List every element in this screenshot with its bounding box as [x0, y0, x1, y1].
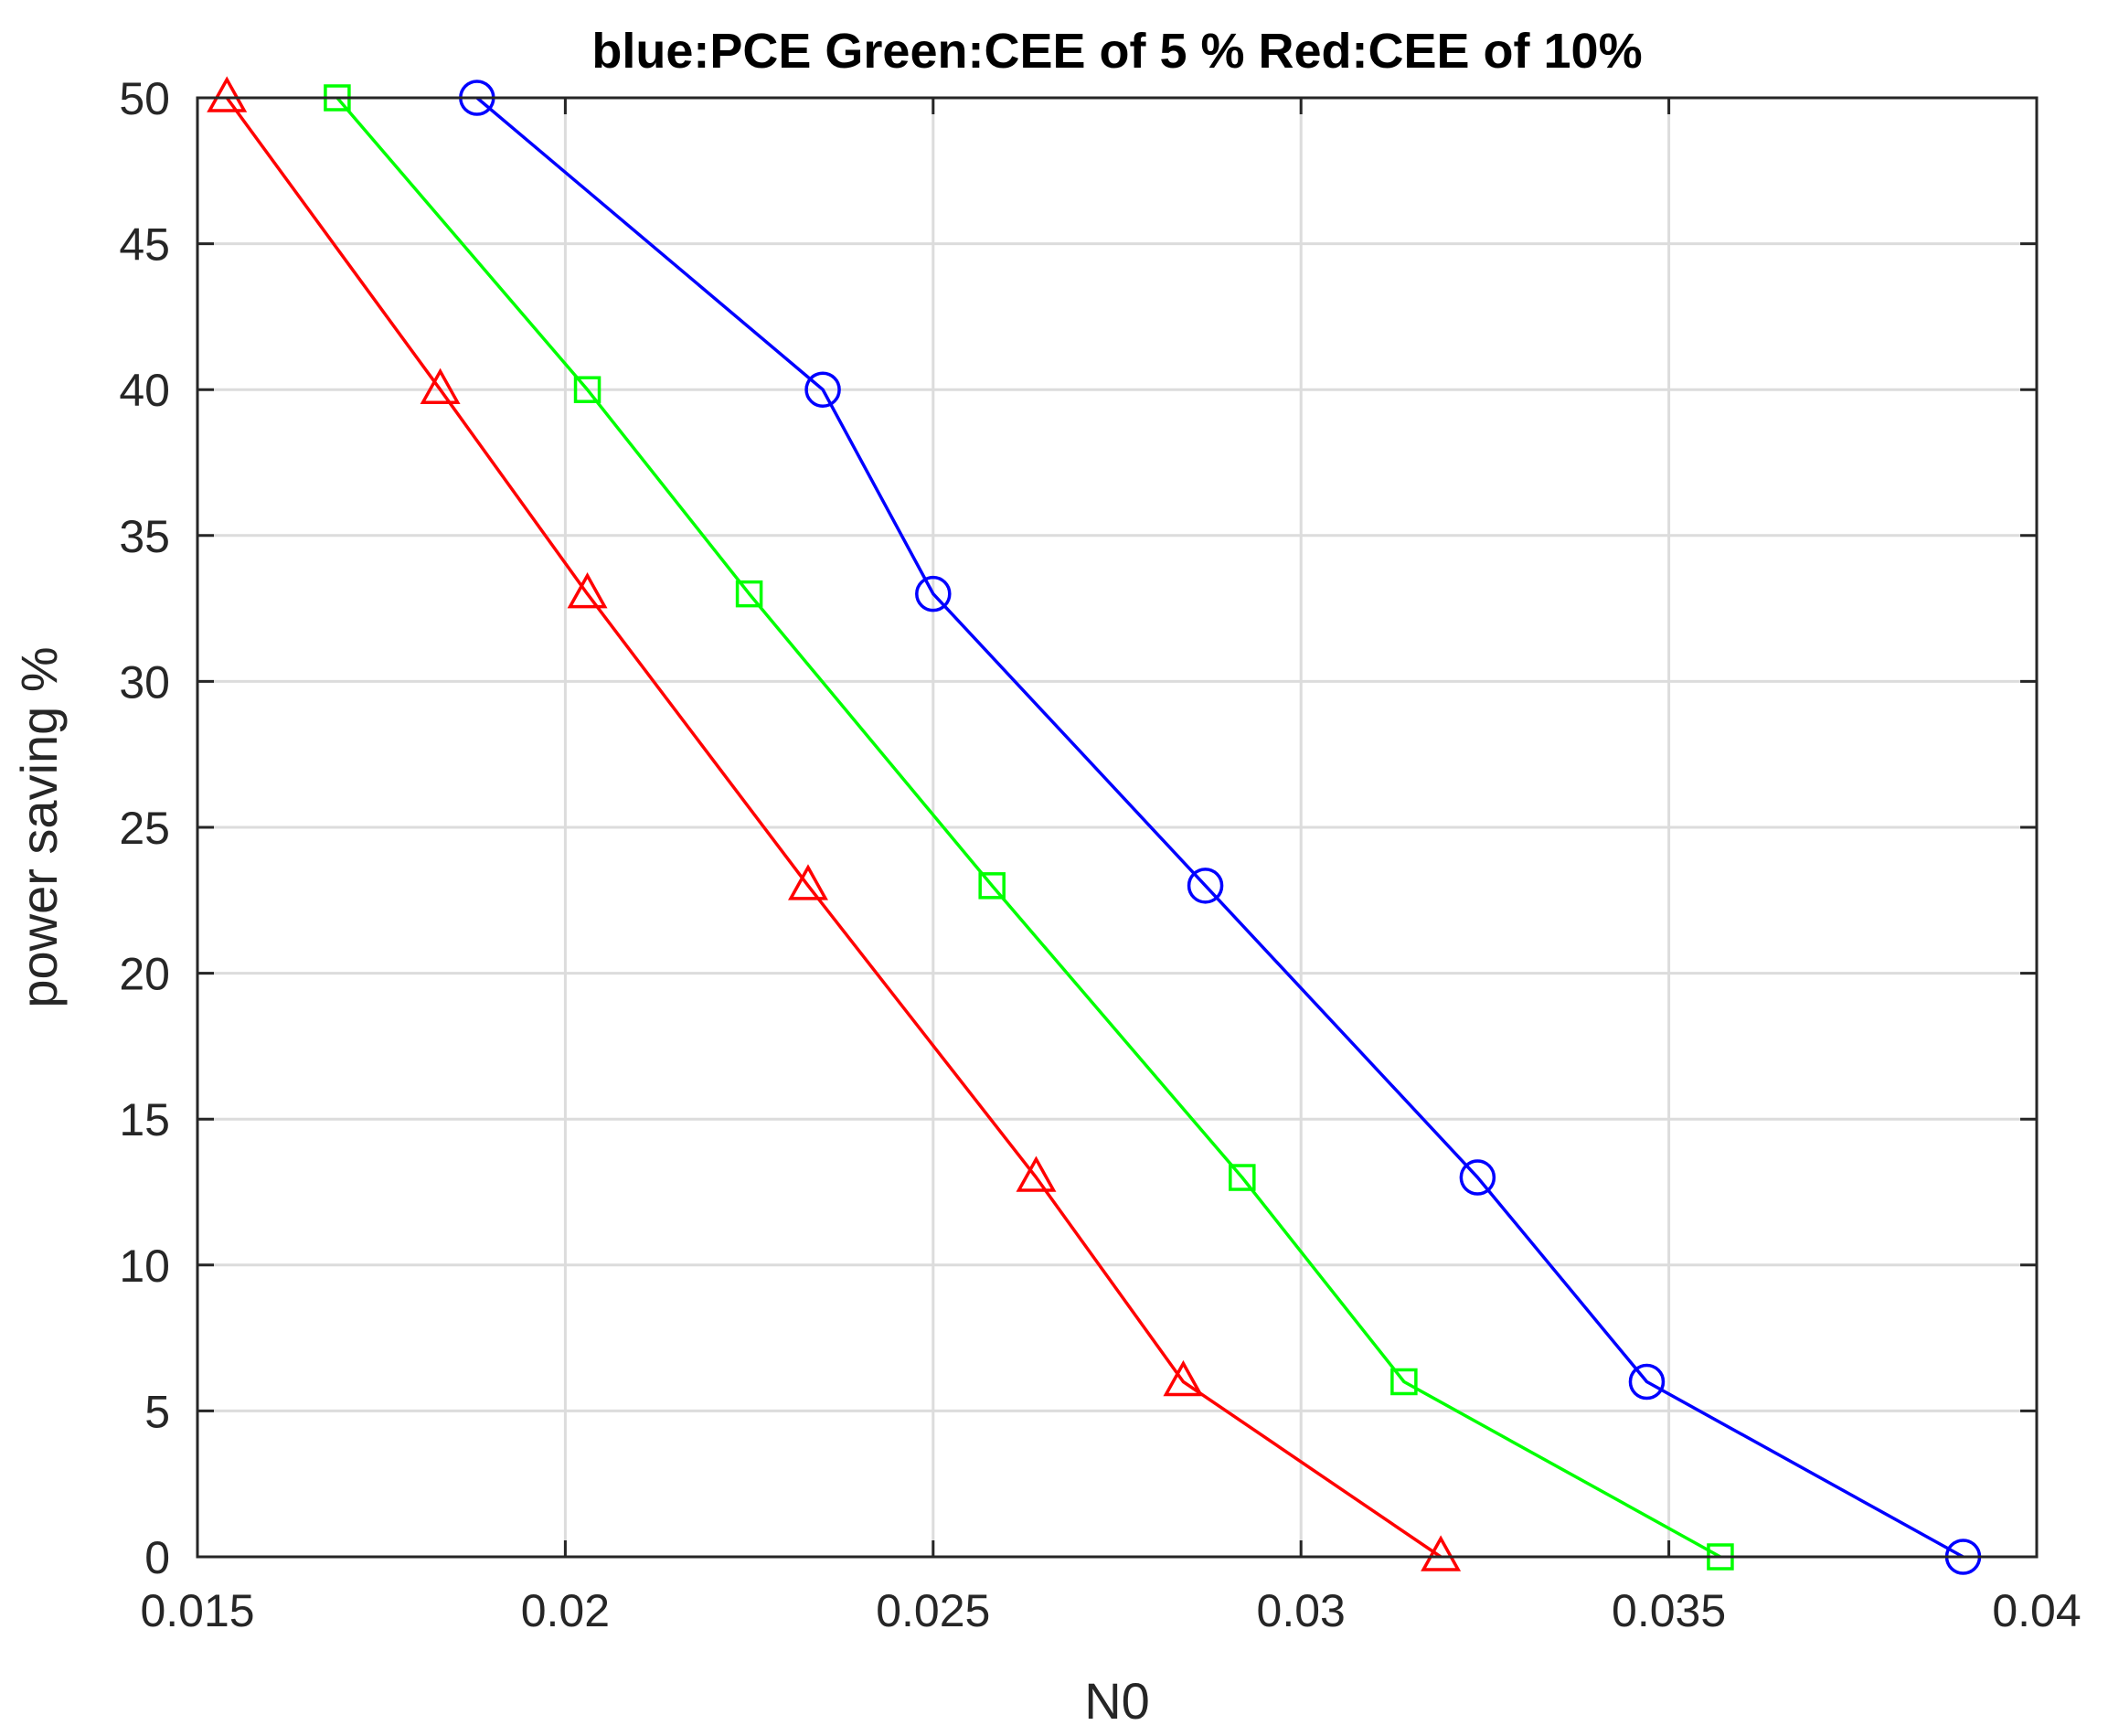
data-point-red — [567, 572, 608, 609]
data-point-blue — [1459, 1159, 1496, 1196]
data-point-green — [978, 872, 1006, 900]
data-point-green — [573, 376, 602, 403]
axis-ticks: 0.015 0.02 0.025 0.03 0.035 0.04 0 5 10 15 20 25 30 3… — [119, 73, 2081, 1636]
x-tick-label: 0.04 — [1992, 1585, 2081, 1636]
x-tick-label: 0.03 — [1257, 1585, 1346, 1636]
data-point-red — [788, 864, 828, 900]
series-group — [207, 76, 1982, 1575]
series-line-green — [335, 96, 1721, 1559]
data-point-green — [1229, 1164, 1256, 1191]
data-point-red — [1163, 1359, 1204, 1397]
data-point-blue — [1628, 1363, 1666, 1401]
data-point-green — [735, 580, 763, 608]
y-axis-label: power saving % — [10, 646, 68, 1007]
y-tick-label: 30 — [119, 656, 170, 708]
data-point-blue — [804, 371, 841, 408]
y-tick-label: 5 — [144, 1386, 170, 1437]
y-tick-label: 15 — [119, 1094, 170, 1145]
y-tick-label: 35 — [119, 511, 170, 562]
y-tick-label: 45 — [119, 219, 170, 271]
data-point-blue — [1187, 868, 1224, 904]
data-point-red — [420, 367, 461, 404]
series-red — [207, 76, 1462, 1571]
y-tick-label: 0 — [144, 1532, 170, 1583]
x-tick-label: 0.02 — [521, 1585, 610, 1636]
y-tick-label: 25 — [119, 803, 170, 854]
x-tick-label: 0.025 — [876, 1585, 990, 1636]
y-tick-label: 20 — [119, 949, 170, 1000]
y-tick-label: 40 — [119, 365, 170, 416]
series-line-red — [225, 96, 1443, 1559]
x-axis-label: N0 — [1084, 1672, 1150, 1730]
data-point-green — [1390, 1368, 1418, 1396]
data-point-red — [1016, 1156, 1057, 1192]
data-point-red — [207, 76, 248, 112]
data-point-red — [1421, 1535, 1462, 1571]
chart-title: blue:PCE Green:CEE of 5 % Red:CEE of 10% — [591, 24, 1642, 79]
y-tick-label: 10 — [119, 1241, 170, 1292]
x-tick-label: 0.035 — [1612, 1585, 1726, 1636]
series-line-blue — [475, 96, 1964, 1559]
y-tick-label: 50 — [119, 73, 170, 124]
x-tick-label: 0.015 — [140, 1585, 254, 1636]
data-point-blue — [915, 575, 952, 612]
